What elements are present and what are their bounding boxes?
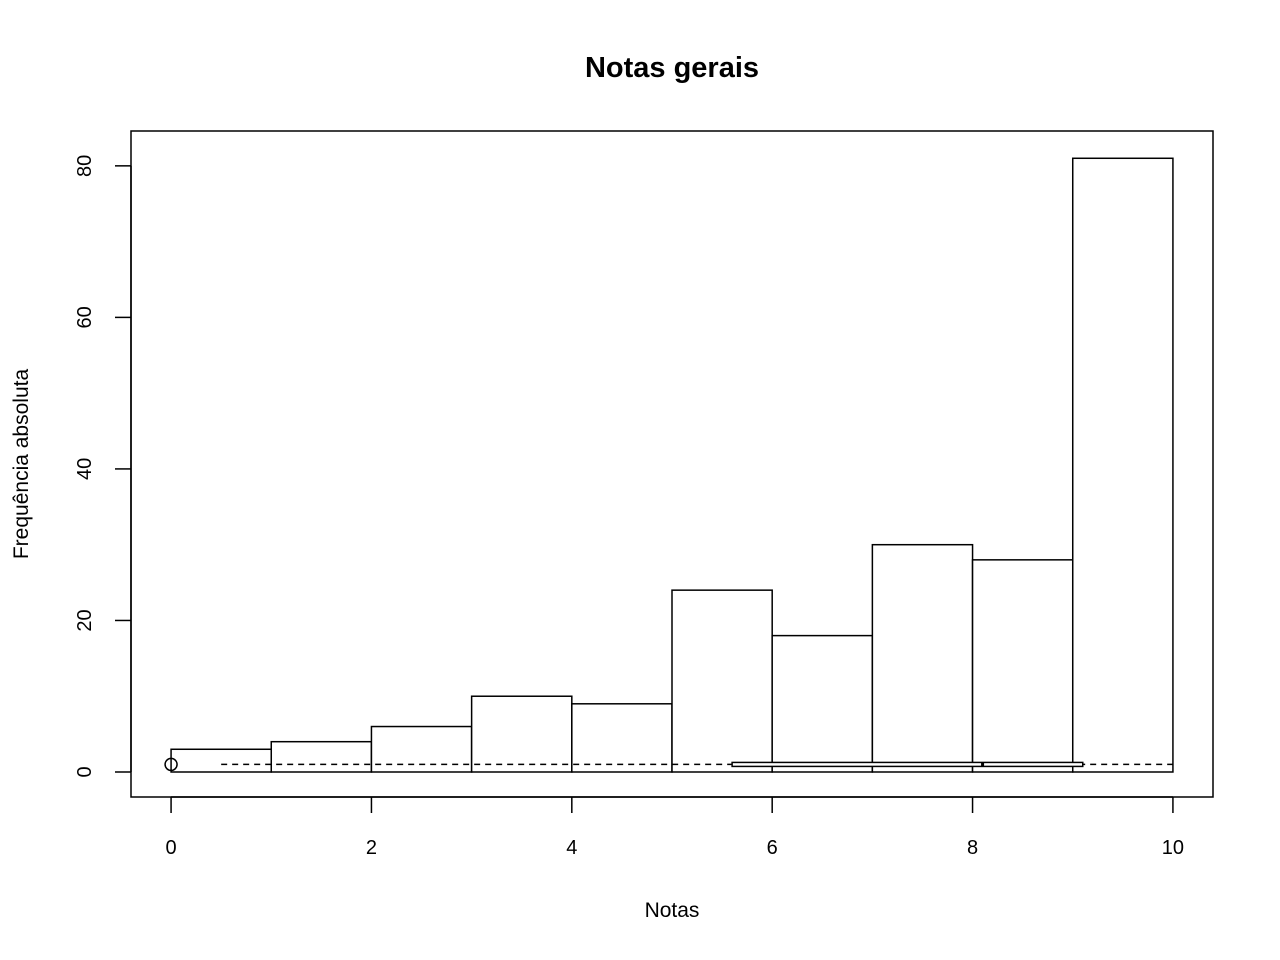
x-tick-label: 0 bbox=[166, 837, 177, 859]
x-tick-label: 10 bbox=[1162, 837, 1184, 859]
x-tick-label: 4 bbox=[566, 837, 577, 859]
histogram-bar-9 bbox=[1071, 157, 1174, 773]
boxplot-outlier-0 bbox=[164, 757, 178, 772]
x-axis: 0 2 4 6 8 10 bbox=[166, 796, 1184, 859]
histogram-bar-1 bbox=[270, 740, 373, 773]
x-tick-label: 2 bbox=[366, 837, 377, 859]
histogram-bar-6 bbox=[771, 634, 874, 773]
y-tick-label: 60 bbox=[74, 306, 96, 328]
x-tick-label: 8 bbox=[967, 837, 978, 859]
y-tick-label: 80 bbox=[74, 155, 96, 177]
histogram-bar-3 bbox=[470, 695, 573, 773]
y-tick-label: 40 bbox=[74, 458, 96, 480]
x-axis-label: Notas bbox=[645, 899, 700, 922]
histogram-bar-5 bbox=[671, 589, 773, 773]
y-tick-label: 20 bbox=[74, 609, 96, 631]
y-axis: 0 20 40 60 80 bbox=[74, 155, 132, 778]
boxplot-box bbox=[731, 761, 1084, 768]
x-tick-label: 6 bbox=[767, 837, 778, 859]
histogram-bar-2 bbox=[370, 725, 473, 773]
histogram-bar-8 bbox=[971, 559, 1074, 773]
chart-title: Notas gerais bbox=[585, 52, 759, 84]
y-tick-label: 0 bbox=[74, 766, 96, 777]
y-axis-label: Frequência absoluta bbox=[10, 369, 33, 560]
histogram-bar-0 bbox=[170, 748, 273, 773]
histogram-bar-7 bbox=[871, 543, 974, 773]
histogram-bar-4 bbox=[571, 703, 673, 773]
